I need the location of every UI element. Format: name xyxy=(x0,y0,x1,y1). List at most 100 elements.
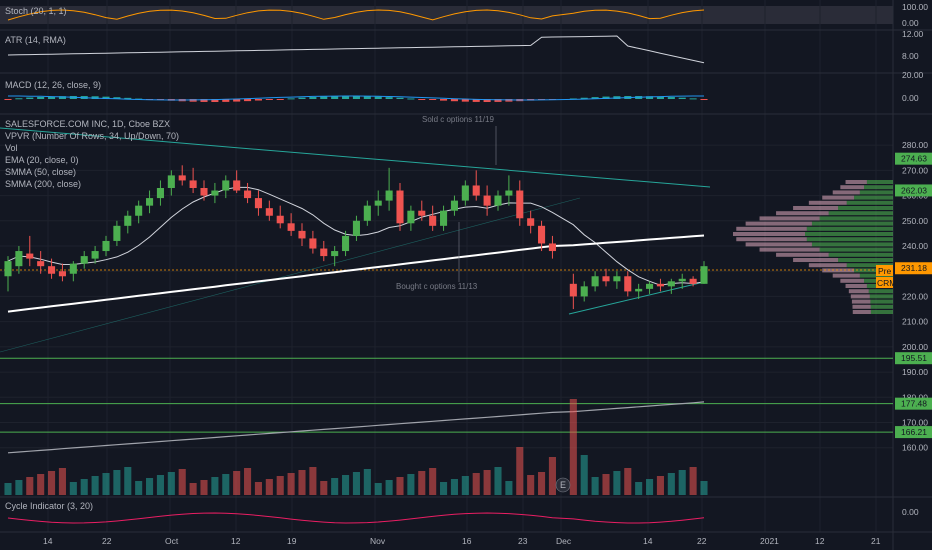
vpvr-label: VPVR (Number Of Rows, 34, Up/Down, 70) xyxy=(5,131,179,141)
volume-bar xyxy=(483,470,491,495)
macd-bar xyxy=(580,97,588,99)
volume-bar xyxy=(167,472,175,495)
candle-body xyxy=(505,190,513,196)
time-tick-label: 23 xyxy=(518,536,528,546)
macd-bar xyxy=(309,97,317,99)
macd-bar xyxy=(200,99,208,102)
candle-body xyxy=(15,251,23,267)
volume-bar xyxy=(254,482,262,495)
vpvr-up-row xyxy=(870,299,893,304)
volume-bar xyxy=(276,476,284,495)
chart-title: SALESFORCE.COM INC, 1D, Cboe BZX xyxy=(5,119,170,129)
volume-bar xyxy=(320,481,328,495)
candle-body xyxy=(580,286,588,297)
downtrend-line xyxy=(0,127,711,188)
candle-body xyxy=(309,238,317,249)
vpvr-down-row xyxy=(808,263,847,268)
candle-body xyxy=(233,180,241,191)
earnings-marker[interactable] xyxy=(555,477,571,493)
candle-body xyxy=(102,240,110,252)
macd-bar xyxy=(385,97,393,99)
vpvr-down-row xyxy=(850,294,870,299)
vpvr-up-row xyxy=(868,289,893,294)
vpvr-down-row xyxy=(840,278,865,283)
vpvr-up-row xyxy=(864,185,893,190)
candle-body xyxy=(244,190,252,199)
macd-bar xyxy=(222,99,230,102)
candle-body xyxy=(440,210,448,226)
vpvr-down-row xyxy=(832,190,860,195)
price-tick-label: 240.00 xyxy=(902,241,928,251)
volume-bar xyxy=(374,483,382,495)
indicator-tick-label: 100.00 xyxy=(902,2,928,12)
vpvr-down-row xyxy=(736,226,807,231)
candle-body xyxy=(298,230,306,239)
vpvr-up-row xyxy=(870,310,893,314)
macd-bar xyxy=(211,99,219,102)
volume-bar xyxy=(440,482,448,495)
time-tick-label: 2021 xyxy=(760,536,779,546)
candle-body xyxy=(538,225,546,244)
volume-bar xyxy=(200,480,208,495)
candle-body xyxy=(222,180,230,191)
volume-bar xyxy=(189,483,197,495)
volume-bar xyxy=(113,470,121,495)
pre-tag: Pre xyxy=(878,266,892,276)
volume-bar xyxy=(211,477,219,495)
volume-bar xyxy=(124,467,132,495)
volume-bar xyxy=(396,477,404,495)
macd-bar xyxy=(287,98,295,100)
time-tick-label: Oct xyxy=(165,536,179,546)
price-tag-bg xyxy=(895,184,932,197)
vpvr-up-row xyxy=(811,221,893,226)
volume-bar xyxy=(472,473,480,495)
candle-body xyxy=(37,261,45,267)
price-tick-label: 170.00 xyxy=(902,418,928,428)
price-tag-bg xyxy=(895,352,932,365)
price-tag-bg xyxy=(895,152,932,165)
macd-bar xyxy=(483,99,491,102)
vpvr-up-row xyxy=(828,211,893,216)
volume-bar xyxy=(363,469,371,495)
vpvr-up-row xyxy=(805,232,893,236)
volume-bar xyxy=(418,471,426,495)
candles xyxy=(4,165,708,310)
vpvr-up-row xyxy=(869,294,893,299)
indicator-tick-label: 8.00 xyxy=(902,51,919,61)
volume-bar xyxy=(580,455,588,495)
volume-bar xyxy=(244,468,252,495)
candle-body xyxy=(472,185,480,196)
macd-bar xyxy=(374,96,382,99)
volume-bar xyxy=(102,473,110,495)
candle-body xyxy=(656,283,664,287)
candle-body xyxy=(4,261,12,277)
vpvr-up-row xyxy=(819,247,893,252)
volume-bar xyxy=(450,479,458,495)
macd-bar xyxy=(331,96,339,99)
volume-bar xyxy=(635,482,643,495)
candle-body xyxy=(396,190,404,224)
vpvr-down-row xyxy=(852,310,871,314)
vpvr-down-row xyxy=(845,180,867,184)
vpvr-up-row xyxy=(846,263,893,268)
macd-bar xyxy=(700,99,708,100)
candle-body xyxy=(156,188,164,199)
candle-body xyxy=(135,205,143,216)
volume-bar xyxy=(58,468,66,495)
candle-body xyxy=(91,251,99,259)
candle-body xyxy=(178,175,186,181)
volume-bar xyxy=(265,479,273,495)
macd-bar xyxy=(102,96,110,99)
macd-bar xyxy=(656,96,664,99)
volume-bar xyxy=(624,468,632,495)
cycle-line xyxy=(7,512,705,524)
candle-body xyxy=(374,200,382,206)
vpvr-down-row xyxy=(848,289,869,294)
macd-bar xyxy=(667,97,675,99)
time-axis[interactable]: 14 22 Oct 12 19 Nov 16 23 Dec 14 22 2021 12 21 xyxy=(43,536,881,546)
candle-body xyxy=(516,190,524,219)
candle-body xyxy=(287,223,295,231)
volume-bars xyxy=(4,399,708,495)
symbol-tag-bg xyxy=(876,277,893,288)
